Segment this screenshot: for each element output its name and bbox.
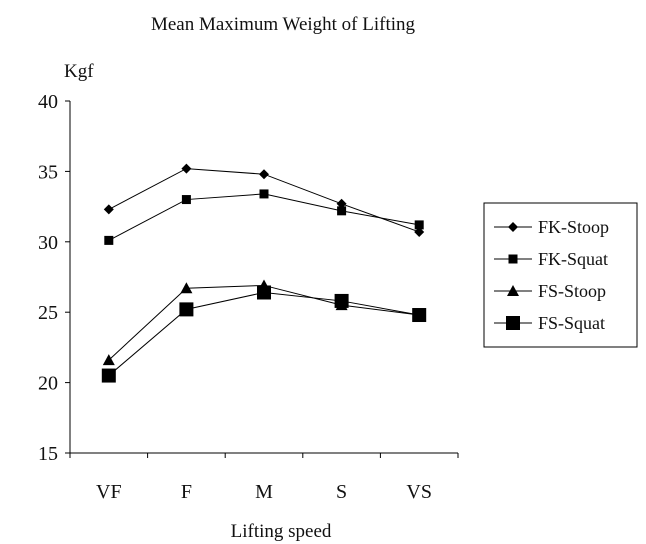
data-point xyxy=(179,302,194,317)
series-line xyxy=(108,291,420,376)
x-tick-label: VF xyxy=(96,481,122,503)
data-point xyxy=(414,220,424,230)
data-point xyxy=(336,198,347,209)
data-point xyxy=(414,226,425,237)
legend: FK-Stoop FK-Squat FS-Stoop FS-Squat xyxy=(483,202,638,348)
y-tick-label: 40 xyxy=(38,91,58,113)
legend-marker xyxy=(506,316,520,330)
x-tick-label: F xyxy=(181,481,192,503)
data-point xyxy=(181,163,192,174)
legend-label: FS-Squat xyxy=(538,313,605,333)
axes xyxy=(69,101,458,454)
x-tick-label: S xyxy=(336,481,347,503)
legend-label: FS-Stoop xyxy=(538,281,606,301)
series-group xyxy=(101,163,427,383)
y-tick-label: 20 xyxy=(38,373,58,395)
y-tick-label: 25 xyxy=(38,302,58,324)
y-ticks: 15 20 25 30 35 40 xyxy=(38,91,70,465)
legend-item: FS-Squat xyxy=(494,313,605,333)
data-point xyxy=(101,368,116,383)
y-tick-label: 35 xyxy=(38,161,58,183)
x-ticks: VF F M S VS xyxy=(69,453,459,503)
data-point xyxy=(257,285,271,300)
data-point xyxy=(104,235,114,245)
chart-title: Mean Maximum Weight of Lifting xyxy=(151,14,416,35)
data-point xyxy=(412,308,427,323)
legend-item: FK-Stoop xyxy=(494,217,609,237)
data-point xyxy=(102,354,115,366)
data-point xyxy=(103,204,114,215)
legend-marker xyxy=(508,222,518,232)
legend-label: FK-Squat xyxy=(538,249,608,269)
series-fs-squat xyxy=(101,285,427,383)
data-point xyxy=(259,189,269,199)
series-fk-squat xyxy=(104,189,424,245)
legend-label: FK-Stoop xyxy=(538,217,609,237)
legend-marker xyxy=(508,254,518,264)
x-tick-label: M xyxy=(255,481,273,503)
data-point xyxy=(259,169,269,180)
x-tick-label: VS xyxy=(406,481,432,503)
legend-marker xyxy=(507,285,519,296)
y-tick-label: 15 xyxy=(38,443,58,465)
y-axis-label: Kgf xyxy=(64,61,94,82)
data-point xyxy=(337,206,347,216)
y-tick-label: 30 xyxy=(38,232,58,254)
series-line xyxy=(108,193,420,241)
data-point xyxy=(181,195,191,205)
legend-item: FS-Stoop xyxy=(494,281,606,301)
x-axis-label: Lifting speed xyxy=(231,521,332,542)
data-point xyxy=(180,282,193,294)
series-fk-stoop xyxy=(103,163,425,237)
data-point xyxy=(334,293,349,308)
legend-item: FK-Squat xyxy=(494,249,608,269)
